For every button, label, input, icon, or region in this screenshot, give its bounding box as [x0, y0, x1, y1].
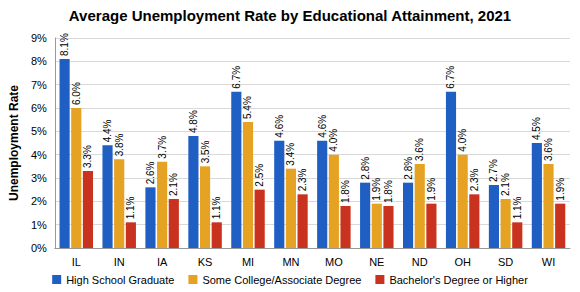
svg-text:1%: 1%: [31, 219, 47, 231]
svg-text:IL: IL: [72, 256, 81, 268]
svg-text:2.6%: 2.6%: [145, 161, 156, 184]
svg-text:3.8%: 3.8%: [114, 133, 125, 156]
svg-text:3.6%: 3.6%: [543, 138, 554, 161]
svg-text:3.5%: 3.5%: [200, 140, 211, 163]
svg-text:1.9%: 1.9%: [426, 178, 437, 201]
svg-text:SD: SD: [498, 256, 513, 268]
svg-text:1.8%: 1.8%: [340, 180, 351, 203]
svg-text:2.5%: 2.5%: [254, 164, 265, 187]
svg-text:5%: 5%: [31, 125, 47, 137]
svg-text:Some College/Associate Degree: Some College/Associate Degree: [202, 274, 361, 286]
svg-text:IN: IN: [114, 256, 125, 268]
svg-text:2.1%: 2.1%: [500, 173, 511, 196]
svg-text:8%: 8%: [31, 55, 47, 67]
svg-text:2.7%: 2.7%: [488, 159, 499, 182]
svg-text:1.8%: 1.8%: [383, 180, 394, 203]
svg-text:8.1%: 8.1%: [59, 33, 70, 56]
svg-text:4.0%: 4.0%: [328, 129, 339, 152]
svg-text:2.8%: 2.8%: [403, 157, 414, 180]
svg-text:6%: 6%: [31, 102, 47, 114]
svg-text:2%: 2%: [31, 195, 47, 207]
svg-text:1.1%: 1.1%: [211, 196, 222, 219]
svg-text:5.4%: 5.4%: [242, 96, 253, 119]
svg-text:MI: MI: [242, 256, 254, 268]
svg-text:Unemployment Rate: Unemployment Rate: [7, 85, 21, 201]
svg-text:4%: 4%: [31, 149, 47, 161]
svg-text:2.8%: 2.8%: [360, 157, 371, 180]
svg-text:4.6%: 4.6%: [274, 115, 285, 138]
svg-text:Average Unemployment Rate by E: Average Unemployment Rate by Educational…: [69, 7, 511, 24]
svg-text:Bachelor's Degree or Higher: Bachelor's Degree or Higher: [389, 274, 528, 286]
svg-text:6.7%: 6.7%: [445, 66, 456, 89]
svg-text:WI: WI: [542, 256, 555, 268]
svg-text:ND: ND: [412, 256, 428, 268]
svg-text:0%: 0%: [31, 242, 47, 254]
svg-text:MO: MO: [325, 256, 343, 268]
svg-text:4.4%: 4.4%: [102, 119, 113, 142]
svg-text:9%: 9%: [31, 32, 47, 44]
svg-text:3.6%: 3.6%: [414, 138, 425, 161]
svg-text:1.1%: 1.1%: [125, 196, 136, 219]
svg-text:2.3%: 2.3%: [469, 168, 480, 191]
svg-text:3%: 3%: [31, 172, 47, 184]
svg-text:7%: 7%: [31, 79, 47, 91]
svg-text:2.3%: 2.3%: [297, 168, 308, 191]
svg-text:1.1%: 1.1%: [512, 196, 523, 219]
svg-text:4.8%: 4.8%: [188, 110, 199, 133]
svg-text:2.1%: 2.1%: [168, 173, 179, 196]
svg-text:4.6%: 4.6%: [317, 115, 328, 138]
svg-text:3.7%: 3.7%: [157, 136, 168, 159]
svg-text:High School Graduate: High School Graduate: [66, 274, 174, 286]
svg-text:1.9%: 1.9%: [555, 178, 566, 201]
svg-text:6.7%: 6.7%: [231, 66, 242, 89]
svg-text:MN: MN: [282, 256, 299, 268]
svg-text:6.0%: 6.0%: [71, 82, 82, 105]
svg-text:4.5%: 4.5%: [531, 117, 542, 140]
svg-text:KS: KS: [198, 256, 213, 268]
svg-text:4.0%: 4.0%: [457, 129, 468, 152]
svg-text:OH: OH: [454, 256, 471, 268]
svg-text:NE: NE: [369, 256, 384, 268]
svg-text:3.3%: 3.3%: [82, 145, 93, 168]
svg-text:1.9%: 1.9%: [371, 178, 382, 201]
svg-text:IA: IA: [157, 256, 168, 268]
svg-text:3.4%: 3.4%: [285, 143, 296, 166]
